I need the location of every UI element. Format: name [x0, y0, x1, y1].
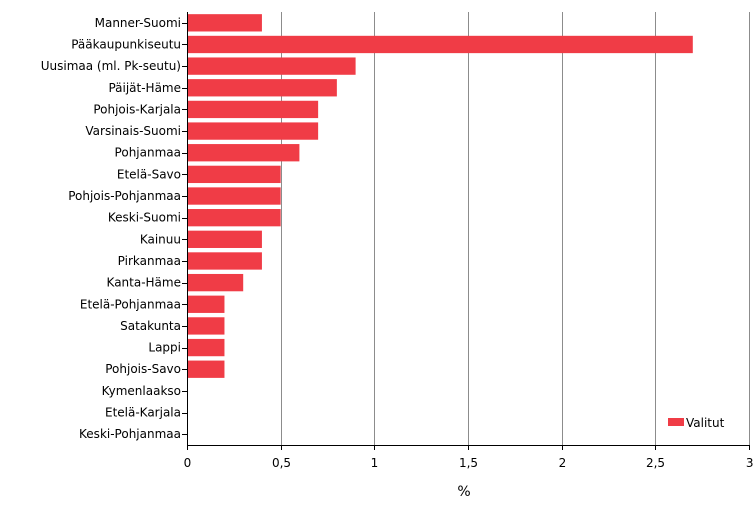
category-label: Pirkanmaa [118, 254, 181, 268]
bar [187, 122, 319, 140]
category-label: Pääkaupunkiseutu [71, 37, 181, 51]
x-tick-label: 2 [559, 456, 567, 470]
bar [187, 14, 262, 32]
gridlines [281, 12, 750, 445]
bar [187, 273, 244, 292]
category-label: Pohjois-Savo [105, 362, 181, 376]
x-tick-label: 1 [371, 456, 379, 470]
bar [187, 209, 281, 227]
legend-label: Valitut [686, 416, 725, 430]
x-tick-label: 0 [184, 456, 192, 470]
category-label: Etelä-Savo [117, 167, 181, 181]
bar [187, 295, 225, 313]
category-label: Etelä-Pohjanmaa [80, 297, 181, 311]
category-label: Pohjois-Karjala [93, 102, 181, 116]
category-label: Manner-Suomi [95, 16, 181, 30]
category-label: Keski-Pohjanmaa [79, 427, 181, 441]
category-label: Kainuu [140, 232, 181, 246]
category-label: Pohjois-Pohjanmaa [68, 189, 181, 203]
x-tick-label: 3 [746, 456, 754, 470]
category-label: Satakunta [120, 319, 181, 333]
bar [187, 252, 262, 270]
category-label: Lappi [148, 341, 181, 355]
y-axis: Manner-Suomi Pääkaupunkiseutu Uusimaa (ml.… [41, 12, 188, 445]
bars [187, 14, 693, 378]
category-label: Pohjanmaa [115, 146, 181, 160]
x-axis: 0 0,5 1 1,5 2 2,5 3 [184, 445, 754, 470]
bar [187, 360, 225, 378]
x-axis-title: % [457, 484, 470, 500]
category-label: Päijät-Häme [108, 81, 181, 95]
x-tick-label: 0,5 [272, 456, 291, 470]
bar [187, 79, 337, 97]
bar [187, 57, 356, 75]
category-label: Kanta-Häme [107, 276, 181, 290]
x-tick-label: 2,5 [646, 456, 665, 470]
legend: Valitut [668, 416, 725, 430]
x-tick-label: 1,5 [459, 456, 478, 470]
bar [187, 338, 225, 357]
bar [187, 100, 319, 119]
category-label: Etelä-Karjala [105, 406, 181, 420]
bar [187, 35, 693, 54]
bar [187, 144, 300, 162]
bar [187, 317, 225, 335]
category-label: Keski-Suomi [108, 211, 181, 225]
legend-swatch [668, 418, 684, 426]
category-label: Uusimaa (ml. Pk-seutu) [41, 59, 181, 73]
bar [187, 230, 262, 248]
category-label: Kymenlaakso [102, 384, 181, 398]
bar [187, 165, 281, 184]
bar [187, 187, 281, 205]
category-label: Varsinais-Suomi [85, 124, 181, 138]
